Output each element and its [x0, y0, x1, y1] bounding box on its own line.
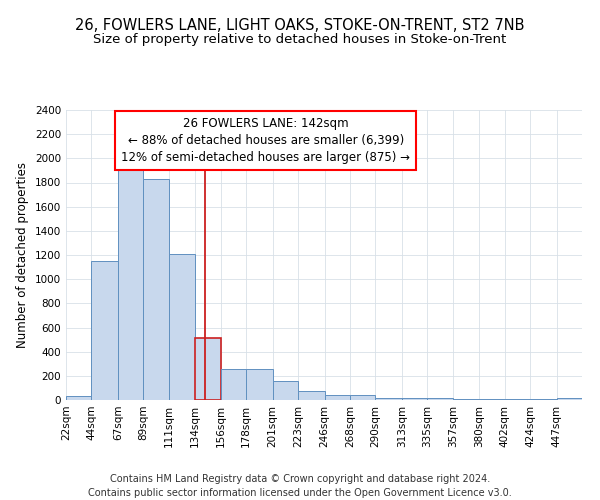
Bar — [557, 398, 582, 400]
Y-axis label: Number of detached properties: Number of detached properties — [16, 162, 29, 348]
Bar — [325, 394, 350, 400]
Bar — [298, 391, 325, 400]
Bar — [118, 164, 143, 400]
Bar — [195, 338, 221, 400]
Bar — [350, 395, 376, 400]
Bar — [272, 382, 298, 400]
Bar — [91, 261, 118, 400]
Text: Size of property relative to detached houses in Stoke-on-Trent: Size of property relative to detached ho… — [94, 32, 506, 46]
Bar — [169, 254, 195, 400]
Text: Contains HM Land Registry data © Crown copyright and database right 2024.
Contai: Contains HM Land Registry data © Crown c… — [88, 474, 512, 498]
Bar — [221, 368, 246, 400]
Bar — [376, 398, 402, 400]
Bar — [246, 368, 272, 400]
Text: 26, FOWLERS LANE, LIGHT OAKS, STOKE-ON-TRENT, ST2 7NB: 26, FOWLERS LANE, LIGHT OAKS, STOKE-ON-T… — [75, 18, 525, 32]
Bar — [66, 396, 91, 400]
Text: 26 FOWLERS LANE: 142sqm
← 88% of detached houses are smaller (6,399)
12% of semi: 26 FOWLERS LANE: 142sqm ← 88% of detache… — [121, 117, 410, 164]
Bar — [402, 398, 427, 400]
Bar — [427, 398, 453, 400]
Bar — [143, 179, 169, 400]
